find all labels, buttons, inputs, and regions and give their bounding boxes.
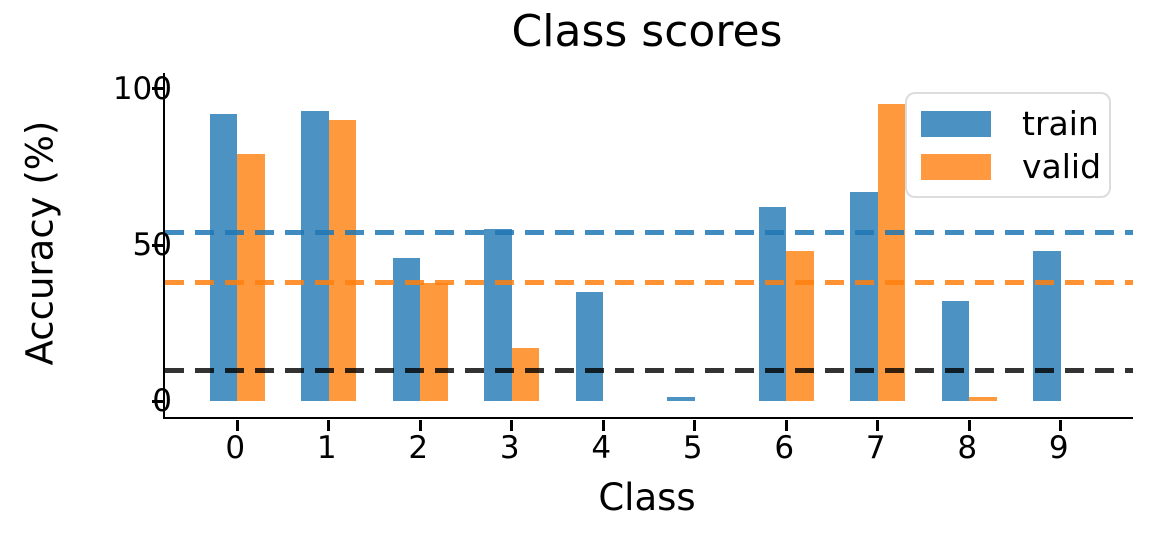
- x-tick-mark-9: [1059, 420, 1063, 431]
- y-axis-label: Accuracy (%): [18, 120, 62, 366]
- bar-valid-class-1: [328, 119, 357, 402]
- y-tick-mark-100: [152, 87, 163, 91]
- dashed-hline-0: [165, 229, 1133, 235]
- dashed-hline-1: [165, 280, 1133, 286]
- bar-train-class-9: [1033, 251, 1061, 402]
- x-tick-mark-3: [510, 420, 514, 431]
- x-tick-label-5: 5: [682, 430, 703, 466]
- x-tick-label-0: 0: [225, 430, 246, 466]
- bar-train-class-3: [484, 229, 512, 402]
- chart-title: Class scores: [511, 6, 783, 57]
- y-tick-mark-0: [152, 399, 163, 403]
- x-tick-label-9: 9: [1048, 430, 1069, 466]
- dashed-hline-2: [165, 367, 1133, 373]
- legend: train valid: [905, 92, 1111, 198]
- y-tick-label-0: 0: [152, 383, 172, 420]
- bar-train-class-8: [941, 301, 970, 402]
- bar-valid-class-8: [969, 396, 997, 402]
- legend-entry-valid: valid: [921, 150, 1101, 183]
- legend-swatch-valid: [921, 153, 991, 180]
- legend-label-train: train: [1022, 104, 1099, 143]
- x-tick-mark-6: [784, 420, 788, 431]
- y-tick-label-50: 50: [132, 227, 172, 263]
- x-tick-label-3: 3: [499, 430, 520, 466]
- legend-label-valid: valid: [1022, 147, 1102, 186]
- x-tick-mark-4: [601, 420, 605, 431]
- bar-valid-class-2: [420, 282, 448, 402]
- x-tick-label-1: 1: [316, 430, 337, 466]
- x-tick-mark-7: [876, 420, 880, 431]
- x-tick-label-8: 8: [957, 430, 978, 466]
- bar-valid-class-6: [786, 251, 814, 402]
- bar-train-class-5: [667, 396, 695, 402]
- legend-swatch-train: [921, 110, 991, 137]
- y-tick-mark-50: [152, 243, 163, 247]
- bar-train-class-7: [850, 191, 878, 402]
- bar-valid-class-3: [511, 348, 540, 402]
- bar-train-class-1: [301, 110, 329, 402]
- x-tick-mark-8: [967, 420, 971, 431]
- x-tick-mark-0: [235, 420, 239, 431]
- x-axis-label: Class: [598, 476, 696, 519]
- x-tick-label-2: 2: [408, 430, 429, 466]
- y-tick-label-100: 100: [112, 70, 172, 107]
- bar-train-class-4: [575, 291, 604, 402]
- x-tick-label-4: 4: [591, 430, 612, 466]
- x-tick-label-7: 7: [865, 430, 886, 466]
- x-tick-mark-5: [693, 420, 697, 431]
- bar-valid-class-0: [237, 154, 265, 402]
- bar-train-class-0: [209, 113, 238, 402]
- x-tick-mark-1: [327, 420, 331, 431]
- x-tick-mark-2: [418, 420, 422, 431]
- plot-area: [152, 73, 1133, 431]
- x-tick-label-6: 6: [774, 430, 795, 466]
- bar-valid-class-7: [877, 104, 906, 402]
- legend-entry-train: train: [921, 107, 1099, 140]
